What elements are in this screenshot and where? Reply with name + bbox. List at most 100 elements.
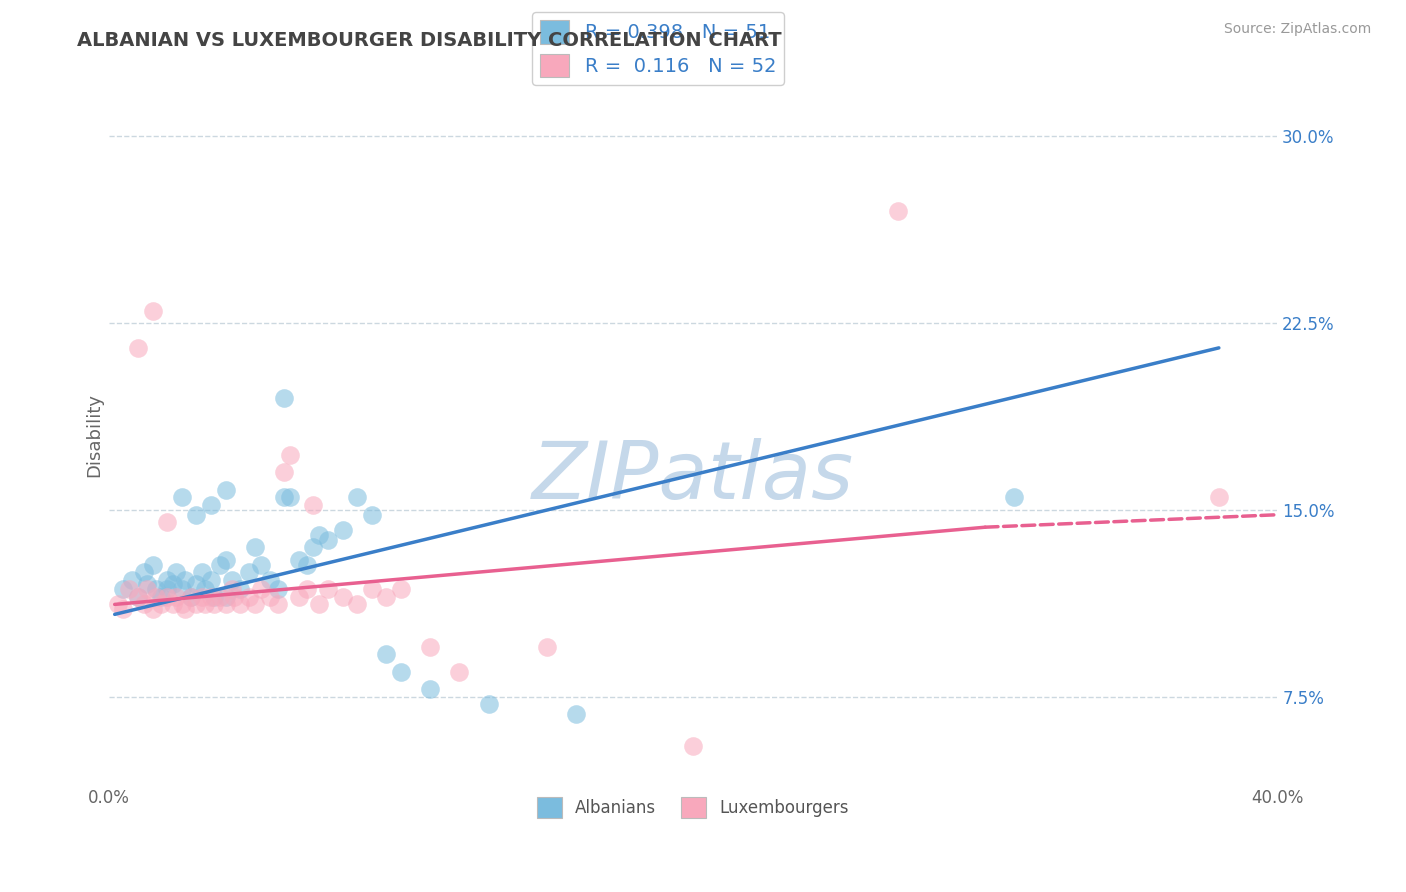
Point (267, 598, 290, 612)
Point (208, 590, 231, 604)
Point (180, 590, 202, 604)
Point (478, 697, 501, 711)
Point (200, 573, 222, 587)
Point (224, 590, 246, 604)
Point (127, 590, 149, 604)
Point (191, 590, 214, 604)
Point (162, 598, 184, 612)
Point (259, 590, 281, 604)
Point (346, 491, 368, 505)
Point (1002, 491, 1025, 505)
Point (259, 573, 281, 587)
Point (302, 540, 325, 554)
Point (278, 491, 301, 505)
Point (360, 508, 382, 522)
Point (332, 590, 354, 604)
Point (170, 598, 193, 612)
Point (118, 582, 141, 597)
Point (389, 582, 412, 597)
Point (150, 590, 173, 604)
Point (316, 582, 339, 597)
Point (297, 558, 319, 572)
Point (360, 582, 382, 597)
Point (180, 590, 202, 604)
Point (135, 582, 157, 597)
Point (273, 491, 295, 505)
Point (287, 552, 309, 566)
Point (449, 665, 471, 679)
Point (346, 598, 368, 612)
Point (121, 573, 143, 587)
Point (156, 582, 179, 597)
Point (419, 640, 441, 654)
Point (886, 203, 908, 218)
Point (202, 590, 225, 604)
Point (127, 590, 149, 604)
Text: ZIPatlas: ZIPatlas (531, 438, 853, 516)
Point (194, 598, 217, 612)
Point (215, 590, 238, 604)
Point (173, 602, 195, 616)
Text: Source: ZipAtlas.com: Source: ZipAtlas.com (1223, 22, 1371, 37)
Point (186, 577, 208, 591)
Point (165, 590, 187, 604)
Point (142, 558, 165, 572)
Point (156, 515, 179, 529)
Point (162, 577, 184, 591)
Point (112, 582, 135, 597)
Point (208, 558, 231, 572)
Point (308, 527, 330, 541)
Point (170, 491, 193, 505)
Point (221, 573, 243, 587)
Point (267, 582, 290, 597)
Point (536, 640, 558, 654)
Point (273, 391, 295, 405)
Point (419, 682, 441, 697)
Point (186, 598, 208, 612)
Point (127, 341, 149, 355)
Point (682, 739, 704, 754)
Point (107, 598, 129, 612)
Point (200, 498, 222, 512)
Point (389, 665, 412, 679)
Point (170, 582, 193, 597)
Point (302, 498, 325, 512)
Point (297, 582, 319, 597)
Point (229, 598, 252, 612)
Point (238, 590, 260, 604)
Point (156, 590, 179, 604)
Point (202, 598, 225, 612)
Point (308, 598, 330, 612)
Point (194, 582, 217, 597)
Point (142, 303, 165, 318)
Point (249, 582, 271, 597)
Point (238, 565, 260, 579)
Point (249, 558, 271, 572)
Point (142, 602, 165, 616)
Point (200, 590, 222, 604)
Point (215, 552, 238, 566)
Point (132, 598, 155, 612)
Point (173, 573, 195, 587)
Point (150, 598, 173, 612)
Point (135, 577, 157, 591)
Point (156, 573, 179, 587)
Text: ALBANIAN VS LUXEMBOURGER DISABILITY CORRELATION CHART: ALBANIAN VS LUXEMBOURGER DISABILITY CORR… (77, 31, 782, 50)
Point (215, 598, 238, 612)
Point (165, 565, 187, 579)
Point (375, 647, 398, 661)
Point (243, 598, 266, 612)
Y-axis label: Disability: Disability (86, 393, 103, 477)
Point (316, 533, 339, 547)
Point (1208, 491, 1230, 505)
Point (565, 706, 588, 721)
Point (145, 590, 167, 604)
Legend: Albanians, Luxembourgers: Albanians, Luxembourgers (530, 790, 856, 824)
Point (132, 565, 155, 579)
Point (375, 590, 398, 604)
Point (273, 466, 295, 480)
Point (112, 602, 135, 616)
Point (215, 483, 238, 497)
Point (243, 540, 266, 554)
Point (145, 582, 167, 597)
